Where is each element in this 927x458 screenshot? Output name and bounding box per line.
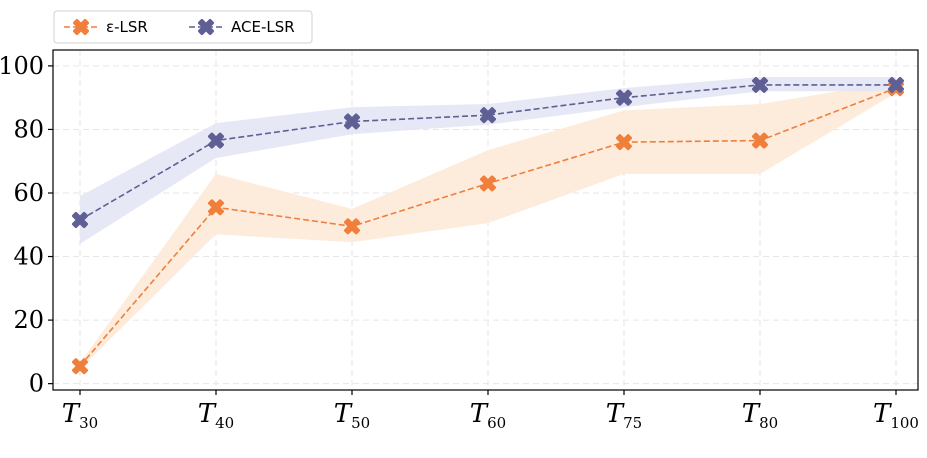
y-tick-label: 100 (0, 52, 44, 80)
data-point-0 (751, 132, 769, 149)
legend-frame (53, 10, 313, 44)
data-point-1 (479, 107, 497, 124)
legend-label-1: ACE-LSR (231, 18, 295, 36)
y-tick-label: 0 (29, 370, 44, 398)
x-tick-label: T40 (198, 399, 234, 432)
confidence-bands (80, 77, 896, 370)
legend: ε-LSR ACE-LSR (53, 10, 313, 44)
confidence-band-1 (80, 77, 896, 244)
y-tick-label: 40 (13, 243, 44, 271)
grid-lines (53, 50, 918, 390)
x-tick-label: T50 (334, 399, 370, 432)
data-point-1 (71, 211, 89, 229)
data-point-1 (207, 132, 225, 149)
data-point-1 (615, 89, 633, 106)
data-point-1 (751, 76, 769, 93)
data-point-1 (887, 76, 905, 93)
y-tick-label: 60 (13, 179, 44, 207)
y-tick-label: 80 (13, 115, 44, 143)
y-axis-ticks: 0 20 40 60 80 100 (0, 52, 53, 398)
data-point-0 (207, 199, 225, 216)
data-point-0 (71, 358, 89, 375)
data-point-0 (479, 175, 497, 192)
legend-marker-1 (197, 18, 215, 36)
data-point-0 (343, 218, 361, 235)
x-tick-label: T30 (62, 399, 98, 432)
data-point-1 (343, 113, 361, 130)
series-markers (71, 76, 905, 375)
x-tick-label: T60 (470, 399, 506, 432)
x-tick-label: T100 (873, 399, 919, 432)
legend-label-0: ε-LSR (106, 18, 148, 36)
x-tick-label: T80 (742, 399, 778, 432)
plot-frame (52, 49, 919, 391)
legend-marker-0 (72, 18, 90, 36)
x-tick-label: T75 (606, 399, 642, 432)
confidence-band-0 (80, 81, 896, 370)
data-point-0 (615, 134, 633, 151)
y-tick-label: 20 (13, 306, 44, 334)
x-axis-ticks: T30 T40 T50 T60 T75 T80 T100 (62, 390, 919, 432)
